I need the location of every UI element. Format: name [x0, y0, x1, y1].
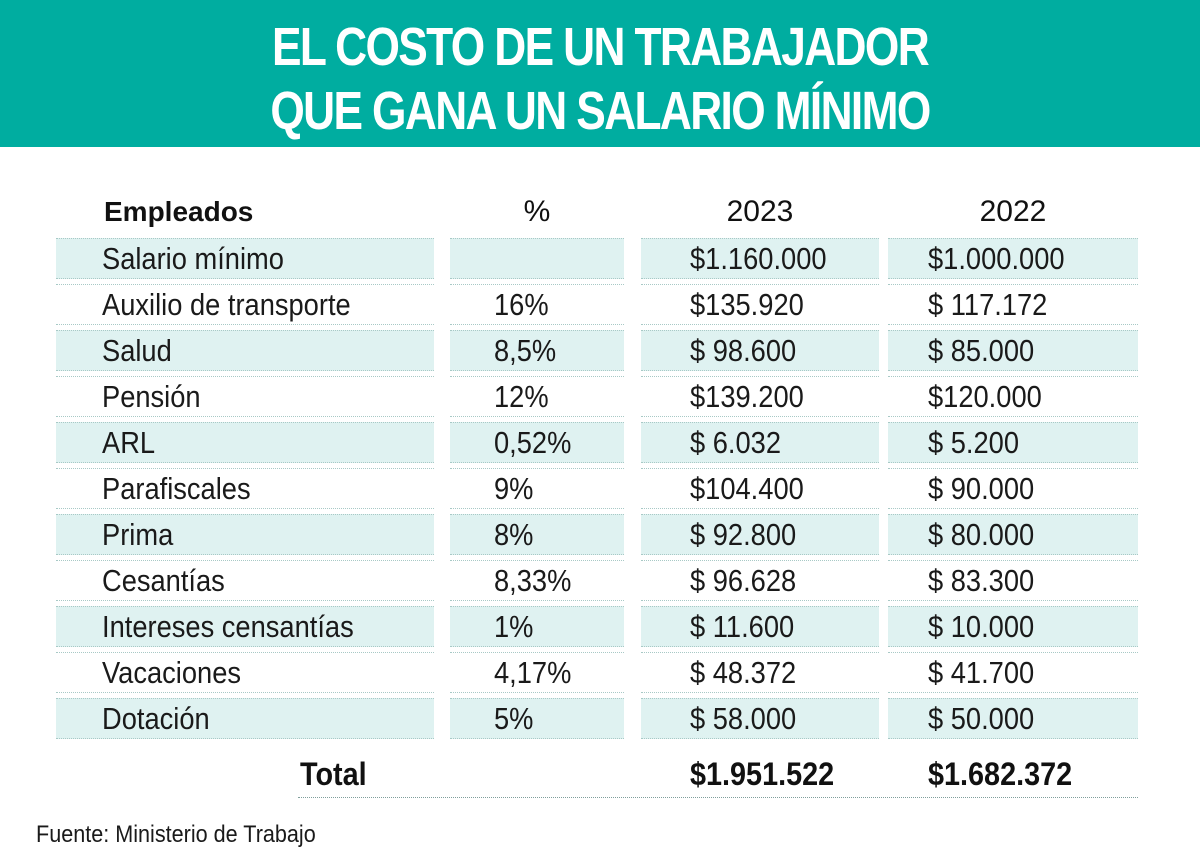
table-cell [641, 560, 879, 601]
total-2023: $1.951.522 [690, 756, 835, 792]
row-concept: Dotación [102, 701, 210, 736]
table-cell [450, 698, 624, 739]
column-header-2023: 2023 [726, 195, 794, 228]
table-cell [56, 376, 434, 417]
table-cell [56, 698, 434, 739]
row-value-2022: $ 117.172 [928, 287, 1048, 322]
title-line-1: EL COSTO DE UN TRABAJADOR [271, 17, 930, 77]
row-percent: 4,17% [494, 655, 572, 690]
row-percent: 8,33% [494, 563, 572, 598]
row-value-2023: $ 6.032 [690, 425, 782, 460]
row-concept: Prima [102, 517, 174, 552]
table-cell [450, 560, 624, 601]
table-cell [888, 652, 1138, 693]
table-cell [888, 376, 1138, 417]
row-value-2022: $1.000.000 [928, 241, 1065, 276]
row-concept: Salario mínimo [102, 241, 284, 276]
row-value-2022: $ 83.300 [928, 563, 1035, 598]
row-value-2023: $ 92.800 [690, 517, 797, 552]
row-percent: 1% [494, 609, 534, 644]
table-cell [641, 468, 879, 509]
table-cell [450, 468, 624, 509]
row-percent: 8,5% [494, 333, 557, 368]
source-note: Fuente: Ministerio de Trabajo [36, 821, 316, 848]
row-percent: 8% [494, 517, 534, 552]
table-cell [56, 422, 434, 463]
table-cell [888, 468, 1138, 509]
table-cell [888, 514, 1138, 555]
table-cell [56, 330, 434, 371]
table-cell [450, 284, 624, 325]
title-banner: EL COSTO DE UN TRABAJADOR QUE GANA UN SA… [0, 0, 1200, 147]
table-cell [641, 606, 879, 647]
row-value-2023: $104.400 [690, 471, 804, 506]
table-cell [641, 284, 879, 325]
row-value-2022: $120.000 [928, 379, 1042, 414]
row-value-2023: $ 48.372 [690, 655, 797, 690]
total-label: Total [300, 756, 367, 792]
table-cell [56, 514, 434, 555]
column-header-percent: % [523, 195, 551, 228]
row-value-2022: $ 10.000 [928, 609, 1035, 644]
row-value-2023: $ 58.000 [690, 701, 797, 736]
table-cell [56, 284, 434, 325]
row-value-2023: $139.200 [690, 379, 804, 414]
table-cell [450, 330, 624, 371]
table-cell [888, 560, 1138, 601]
row-concept: Cesantías [102, 563, 225, 598]
row-value-2022: $ 41.700 [928, 655, 1035, 690]
table-cell [450, 606, 624, 647]
column-header-concept: Empleados [104, 196, 254, 227]
table-cell [641, 330, 879, 371]
table-cell [888, 698, 1138, 739]
table-cell [641, 514, 879, 555]
row-value-2022: $ 5.200 [928, 425, 1020, 460]
table-cell [56, 560, 434, 601]
row-percent: 12% [494, 379, 549, 414]
row-value-2023: $ 98.600 [690, 333, 797, 368]
row-value-2023: $1.160.000 [690, 241, 827, 276]
row-value-2022: $ 90.000 [928, 471, 1035, 506]
table-cell [641, 652, 879, 693]
table-cell [888, 606, 1138, 647]
row-value-2022: $ 85.000 [928, 333, 1035, 368]
table-cell [450, 514, 624, 555]
table-cell [450, 238, 624, 279]
row-value-2023: $135.920 [690, 287, 804, 322]
table-cell [450, 376, 624, 417]
total-divider [298, 797, 1138, 798]
table-cell [641, 238, 879, 279]
row-value-2022: $ 50.000 [928, 701, 1035, 736]
table-cell [888, 330, 1138, 371]
table-cell [450, 422, 624, 463]
column-header-2022: 2022 [979, 195, 1047, 228]
row-concept: Pensión [102, 379, 201, 414]
row-percent: 5% [494, 701, 534, 736]
table-cell [641, 422, 879, 463]
row-concept: Intereses censantías [102, 609, 354, 644]
table-cell [56, 606, 434, 647]
table-cell [56, 238, 434, 279]
table-cell [888, 422, 1138, 463]
table-cell [450, 652, 624, 693]
row-value-2022: $ 80.000 [928, 517, 1035, 552]
row-concept: Auxilio de transporte [102, 287, 351, 322]
table-cell [641, 698, 879, 739]
row-concept: Parafiscales [102, 471, 251, 506]
row-percent: 0,52% [494, 425, 572, 460]
table-cell [888, 284, 1138, 325]
row-value-2023: $ 96.628 [690, 563, 797, 598]
title-line-2: QUE GANA UN SALARIO MÍNIMO [270, 81, 931, 141]
table-cell [56, 468, 434, 509]
table-cell [641, 376, 879, 417]
row-percent: 9% [494, 471, 534, 506]
row-concept: Vacaciones [102, 655, 242, 690]
table-cell [888, 238, 1138, 279]
total-2022: $1.682.372 [928, 756, 1073, 792]
row-value-2023: $ 11.600 [690, 609, 795, 644]
table-cell [56, 652, 434, 693]
row-concept: Salud [102, 333, 172, 368]
row-percent: 16% [494, 287, 549, 322]
row-concept: ARL [102, 425, 156, 460]
